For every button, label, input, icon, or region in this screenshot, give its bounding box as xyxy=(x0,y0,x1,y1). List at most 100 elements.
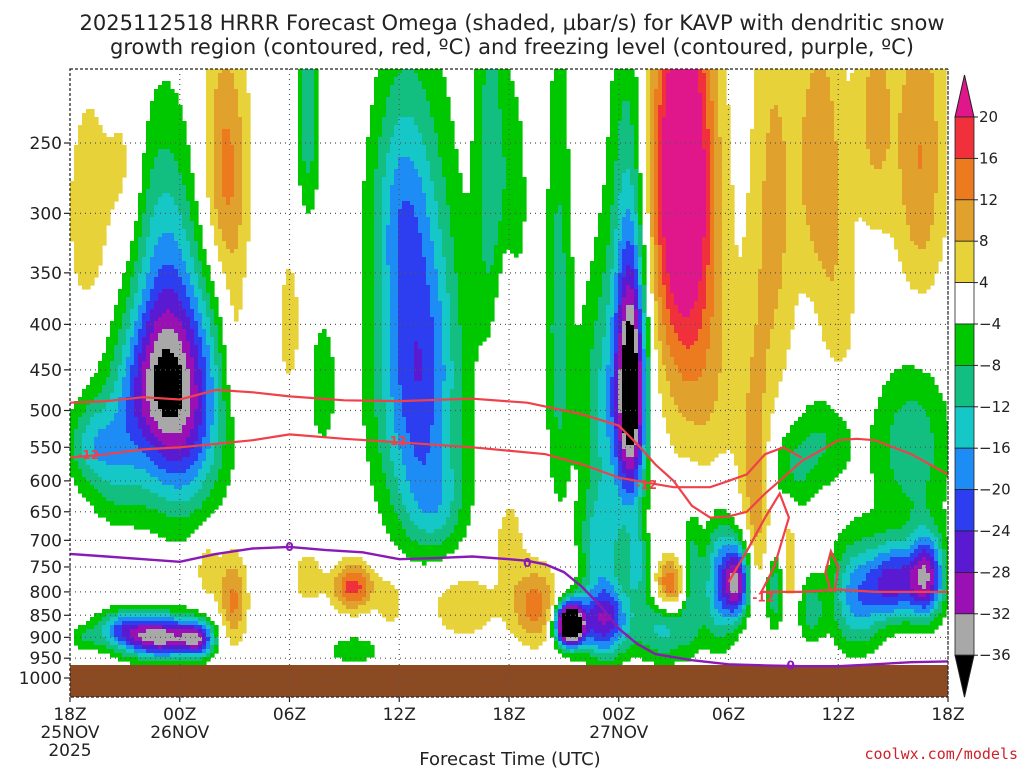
omega-cell xyxy=(850,125,855,130)
omega-cell xyxy=(778,117,783,122)
omega-cell xyxy=(810,189,815,194)
omega-cell xyxy=(666,133,671,138)
omega-cell xyxy=(478,173,483,178)
omega-cell xyxy=(890,125,895,130)
omega-cell xyxy=(774,101,779,106)
omega-cell xyxy=(558,81,563,86)
omega-cell xyxy=(722,101,727,106)
omega-cell xyxy=(754,101,759,106)
omega-cell xyxy=(222,73,227,78)
omega-cell xyxy=(298,73,303,78)
omega-cell xyxy=(810,145,815,150)
omega-cell xyxy=(90,113,95,118)
omega-cell xyxy=(154,185,159,190)
omega-cell xyxy=(858,173,863,178)
omega-cell xyxy=(878,197,883,202)
omega-cell xyxy=(558,201,563,206)
omega-cell xyxy=(474,105,479,110)
omega-cell xyxy=(878,81,883,86)
omega-cell xyxy=(698,113,703,118)
omega-cell xyxy=(478,109,483,114)
omega-cell xyxy=(422,81,427,86)
omega-cell xyxy=(446,165,451,170)
omega-cell xyxy=(506,177,511,182)
omega-cell xyxy=(834,189,839,194)
omega-cell xyxy=(730,201,735,206)
omega-cell xyxy=(90,161,95,166)
omega-cell xyxy=(818,177,823,182)
omega-cell xyxy=(90,185,95,190)
omega-cell xyxy=(886,197,891,202)
omega-cell xyxy=(762,133,767,138)
omega-cell xyxy=(650,145,655,150)
omega-cell xyxy=(630,81,635,86)
omega-cell xyxy=(306,97,311,102)
omega-cell xyxy=(930,141,935,146)
omega-cell xyxy=(778,113,783,118)
omega-cell xyxy=(942,153,947,158)
omega-cell xyxy=(834,121,839,126)
omega-cell xyxy=(626,157,631,162)
omega-cell xyxy=(702,137,707,142)
omega-cell xyxy=(402,97,407,102)
omega-cell xyxy=(846,125,851,130)
omega-cell xyxy=(842,133,847,138)
omega-cell xyxy=(182,169,187,174)
omega-cell xyxy=(218,153,223,158)
omega-cell xyxy=(90,137,95,142)
omega-cell xyxy=(782,157,787,162)
omega-cell xyxy=(894,201,899,206)
omega-cell xyxy=(430,145,435,150)
omega-cell xyxy=(562,73,567,78)
omega-cell xyxy=(550,193,555,198)
omega-cell xyxy=(814,101,819,106)
omega-cell xyxy=(614,149,619,154)
omega-cell xyxy=(402,133,407,138)
omega-cell xyxy=(498,197,503,202)
omega-cell xyxy=(434,137,439,142)
omega-cell xyxy=(222,129,227,134)
omega-cell xyxy=(230,69,235,74)
omega-cell xyxy=(758,169,763,174)
omega-cell xyxy=(302,129,307,134)
omega-cell xyxy=(754,197,759,202)
omega-cell xyxy=(390,113,395,118)
omega-cell xyxy=(914,201,919,206)
omega-cell xyxy=(210,169,215,174)
omega-cell xyxy=(474,161,479,166)
omega-cell xyxy=(374,169,379,174)
omega-cell xyxy=(938,153,943,158)
omega-cell xyxy=(890,201,895,206)
omega-cell xyxy=(894,149,899,154)
omega-cell xyxy=(242,157,247,162)
omega-cell xyxy=(430,105,435,110)
omega-cell xyxy=(658,189,663,194)
omega-cell xyxy=(710,193,715,198)
omega-cell xyxy=(486,81,491,86)
omega-cell xyxy=(898,97,903,102)
omega-cell xyxy=(714,73,719,78)
omega-cell xyxy=(406,177,411,182)
omega-cell xyxy=(306,193,311,198)
omega-cell xyxy=(86,189,91,194)
omega-cell xyxy=(930,157,935,162)
omega-cell xyxy=(222,113,227,118)
omega-cell xyxy=(226,173,231,178)
omega-cell xyxy=(626,125,631,130)
omega-cell xyxy=(710,201,715,206)
omega-cell xyxy=(854,81,859,86)
omega-cell xyxy=(942,93,947,98)
omega-cell xyxy=(398,149,403,154)
omega-cell xyxy=(186,169,191,174)
omega-cell xyxy=(166,105,171,110)
omega-cell xyxy=(614,197,619,202)
omega-cell xyxy=(870,73,875,78)
omega-cell xyxy=(682,173,687,178)
omega-cell xyxy=(678,73,683,78)
omega-cell xyxy=(926,69,931,74)
omega-cell xyxy=(182,125,187,130)
omega-cell xyxy=(770,117,775,122)
omega-cell xyxy=(74,153,79,158)
omega-cell xyxy=(158,113,163,118)
omega-cell xyxy=(714,141,719,146)
